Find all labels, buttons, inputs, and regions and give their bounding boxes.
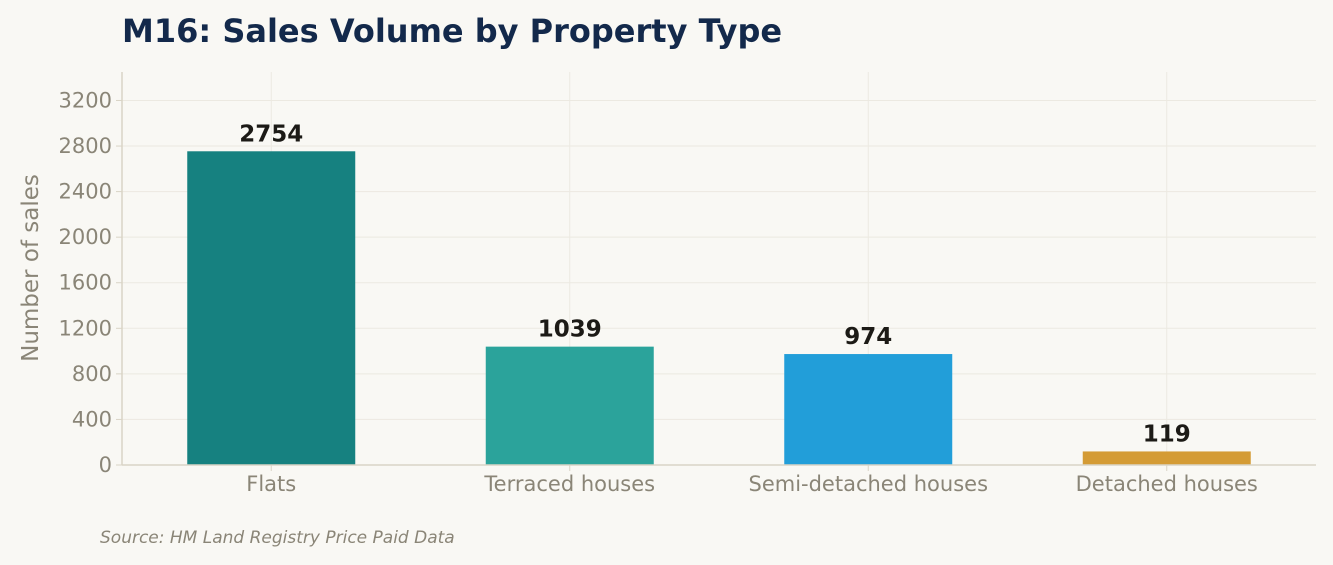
y-tick-label: 1600 [59,271,112,295]
bars-group [187,151,1251,465]
y-tick-label: 2400 [59,180,112,204]
y-tick-label: 800 [72,362,112,386]
bar-semi-detached-houses [784,354,953,465]
data-label: 119 [1143,421,1191,447]
x-tick-label: Detached houses [1076,472,1258,496]
bar-flats [187,151,356,465]
data-labels-group: 2754 1039 974 119 [239,121,1191,447]
x-tick-label: Terraced houses [483,472,655,496]
x-tick-label: Semi-detached houses [748,472,988,496]
data-label: 974 [844,324,892,350]
y-tick-label: 1200 [59,316,112,340]
source-note: Source: HM Land Registry Price Paid Data [100,528,455,548]
bar-terraced-houses [485,346,654,465]
y-tick-label: 0 [99,453,112,477]
y-tick-label: 2800 [59,134,112,158]
x-tick-label: Flats [246,472,296,496]
chart-title: M16: Sales Volume by Property Type [122,12,782,50]
data-label: 1039 [538,317,602,343]
y-tick-label: 400 [72,407,112,431]
y-tick-label: 3200 [59,88,112,112]
y-tick-label: 2000 [59,225,112,249]
y-axis-label: Number of sales [18,174,44,362]
data-label: 2754 [239,121,303,147]
x-axis-ticks: Flats Terraced houses Semi-detached houses… [246,465,1258,496]
y-axis-ticks: 0 400 800 1200 1600 2000 2400 2800 3200 [59,88,122,477]
bar-detached-houses [1082,451,1251,465]
